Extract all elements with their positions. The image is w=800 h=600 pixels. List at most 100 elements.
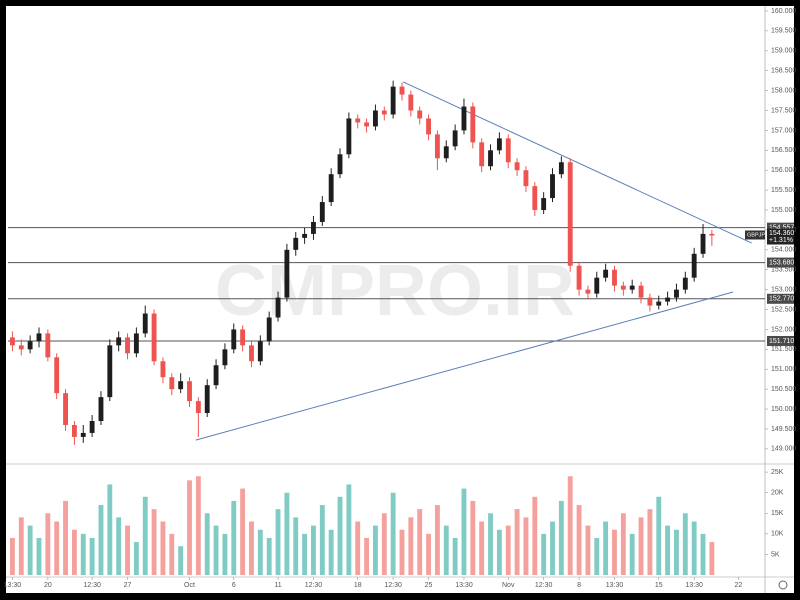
candle-body <box>266 317 272 342</box>
volume-bar <box>36 537 42 575</box>
level-tag <box>767 257 794 268</box>
volume-bar <box>178 546 184 575</box>
volume-tick-label: 20K <box>771 490 784 497</box>
level-label: 151.710 <box>769 338 794 345</box>
volume-bar <box>364 537 370 575</box>
volume-bar <box>213 525 219 575</box>
candle-body <box>426 118 431 135</box>
x-tick-label: 22 <box>735 582 743 589</box>
candle-body <box>98 397 104 421</box>
volume-bar <box>470 500 476 575</box>
volume-bar <box>71 529 77 575</box>
watermark: CMPRO.IR <box>215 251 575 331</box>
volume-bar <box>399 529 405 575</box>
candle-body <box>612 269 617 286</box>
y-tick-label: 158.000 <box>771 87 796 94</box>
volume-bar <box>98 505 104 575</box>
x-tick-label: 12:30 <box>384 582 402 589</box>
change-label: +1.31% <box>769 237 793 244</box>
y-tick-label: 150.000 <box>771 406 796 413</box>
volume-bar <box>709 542 715 575</box>
candle-body <box>390 86 396 115</box>
candle-body <box>594 277 600 294</box>
volume-bar <box>514 509 520 575</box>
candle-body <box>302 233 308 238</box>
candle-body <box>417 110 423 119</box>
volume-bar <box>89 537 95 575</box>
volume-bar <box>629 533 635 575</box>
volume-bar <box>319 505 325 575</box>
volume-bar <box>328 529 334 575</box>
volume-bar <box>311 525 316 575</box>
candle-body <box>443 146 449 159</box>
last-price-label: 154.360 <box>769 230 794 237</box>
volume-bar <box>142 496 148 575</box>
y-tick-label: 153.000 <box>771 286 796 293</box>
candle-body <box>550 174 555 199</box>
x-tick-label: 11 <box>274 582 281 589</box>
x-tick-label: 20 <box>44 582 52 589</box>
y-tick-label: 151.000 <box>771 366 796 373</box>
volume-bar <box>550 521 555 575</box>
x-tick-label: Oct <box>184 582 195 589</box>
volume-bar <box>160 521 166 575</box>
candle-body <box>311 221 316 234</box>
volume-bar <box>187 480 192 575</box>
volume-bar <box>63 500 68 575</box>
candle-body <box>45 333 51 358</box>
level-label: 154.557 <box>769 224 794 231</box>
x-tick-label: 13:30 <box>455 582 473 589</box>
candle-body <box>178 381 184 390</box>
y-tick-label: 157.500 <box>771 107 796 114</box>
y-tick-label: 160.000 <box>771 8 796 15</box>
volume-bar <box>9 537 15 575</box>
volume-bar <box>151 509 157 575</box>
volume-bar <box>169 533 175 575</box>
y-tick-label: 149.000 <box>771 446 796 453</box>
y-tick-label: 153.500 <box>771 267 796 274</box>
candle-body <box>488 150 493 167</box>
volume-bar <box>240 488 246 575</box>
volume-bar <box>231 500 237 575</box>
volume-bar <box>691 521 697 575</box>
volume-bar <box>390 492 396 575</box>
candle-body <box>107 345 113 398</box>
candle-body <box>523 170 529 187</box>
candle-body <box>222 349 228 366</box>
candle-body <box>629 285 635 290</box>
volume-bar <box>18 517 24 575</box>
x-tick-label: 13:30 <box>4 582 22 589</box>
candle-body <box>169 377 175 390</box>
candle-body <box>700 233 706 254</box>
trend-line <box>402 81 752 244</box>
volume-bar <box>496 529 502 575</box>
candle-body <box>231 329 237 350</box>
volume-bar <box>133 542 139 575</box>
volume-bar <box>585 525 591 575</box>
candle-body <box>18 345 24 350</box>
volume-tick-label: 10K <box>771 531 784 538</box>
x-tick-label: 12:30 <box>305 582 323 589</box>
candle-body <box>54 357 60 394</box>
volume-bar <box>638 517 644 575</box>
candle-body <box>125 337 130 354</box>
candle-body <box>319 202 325 222</box>
candle-body <box>213 365 219 386</box>
candle-body <box>80 432 86 437</box>
volume-bar <box>381 513 387 575</box>
candle-body <box>160 361 166 378</box>
volume-bar <box>567 476 573 575</box>
settings-icon[interactable] <box>778 580 788 590</box>
x-tick-label: 12:30 <box>83 582 101 589</box>
volume-bar <box>266 537 272 575</box>
y-tick-label: 150.500 <box>771 386 796 393</box>
candle-body <box>275 297 281 318</box>
volume-bar <box>27 525 33 575</box>
candle-body <box>682 277 688 290</box>
y-tick-label: 154.000 <box>771 247 796 254</box>
volume-bar <box>656 496 662 575</box>
volume-bar <box>284 492 290 575</box>
candle-body <box>187 381 192 402</box>
last-price-tag <box>767 228 794 245</box>
